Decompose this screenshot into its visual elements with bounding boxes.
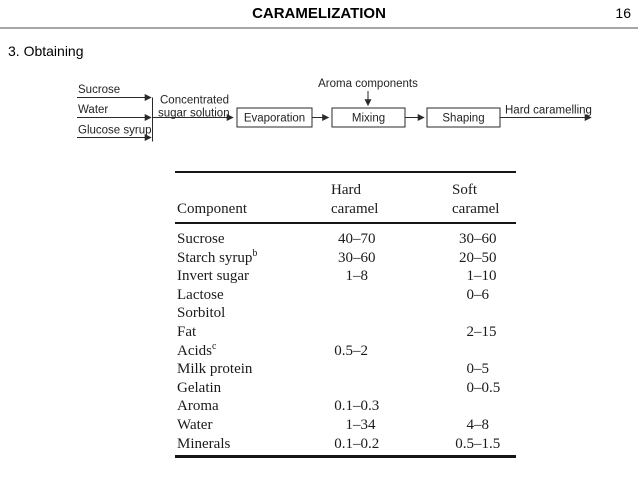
component-cell: Starch syrupb bbox=[177, 247, 258, 266]
input-flow-lines bbox=[77, 94, 234, 142]
soft-caramel-value: 4–8 bbox=[466, 416, 490, 433]
table-row: Sorbitol bbox=[175, 304, 516, 323]
component-cell: Lactose bbox=[177, 286, 224, 303]
soft-caramel-value: 0–5 bbox=[466, 361, 490, 378]
soft-caramel-value bbox=[452, 304, 516, 323]
column-header-hard-caramel: Hard caramel bbox=[331, 182, 379, 217]
hard-caramel-value bbox=[331, 379, 452, 398]
component-cell: Sorbitol bbox=[177, 305, 226, 322]
component-cell: Fat bbox=[177, 323, 197, 340]
intermediate-label-line1: Concentrated bbox=[160, 95, 229, 107]
component-cell: Acidsc bbox=[177, 340, 217, 359]
hard-caramel-value: 1–8 bbox=[345, 268, 369, 285]
table-row: Invert sugar 1–8 1–10 bbox=[175, 267, 516, 286]
evaporation-box bbox=[236, 107, 313, 128]
soft-caramel-value: 0.5–1.5 bbox=[455, 435, 501, 452]
hard-caramel-value bbox=[331, 360, 452, 379]
soft-caramel-value bbox=[452, 342, 516, 361]
component-cell: Gelatin bbox=[177, 379, 222, 396]
hard-caramel-value: 0.5–2 bbox=[334, 342, 368, 359]
header-divider bbox=[0, 27, 638, 29]
table-row: Fat 2–15 bbox=[175, 323, 516, 342]
soft-caramel-value: 20–50 bbox=[459, 249, 497, 266]
input-label-glucose-syrup: Glucose syrup bbox=[78, 125, 152, 137]
component-cell: Aroma bbox=[177, 398, 219, 415]
soft-caramel-value: 0–6 bbox=[466, 286, 490, 303]
table-row: Water 1–34 4–8 bbox=[175, 416, 516, 435]
table-row: Gelatin 0–0.5 bbox=[175, 379, 516, 398]
table-header-row: Component Hard caramel Soft caramel bbox=[175, 173, 516, 224]
column-header-soft-caramel: Soft caramel bbox=[452, 182, 500, 217]
output-label-hard-caramelling: Hard caramelling bbox=[505, 105, 592, 117]
composition-table: Component Hard caramel Soft caramel Sucr… bbox=[175, 171, 516, 459]
hard-caramel-value: 1–34 bbox=[345, 416, 376, 433]
table-row: Acidsc 0.5–2 bbox=[175, 340, 516, 361]
input-label-sucrose: Sucrose bbox=[78, 84, 120, 96]
component-cell: Water bbox=[177, 416, 213, 433]
component-cell: Milk protein bbox=[177, 361, 253, 378]
component-cell: Sucrose bbox=[177, 231, 225, 247]
shaping-box bbox=[426, 107, 501, 128]
slide-title: CARAMELIZATION bbox=[252, 5, 386, 22]
soft-caramel-value: 0–0.5 bbox=[466, 379, 501, 396]
table-row: Lactose 0–6 bbox=[175, 286, 516, 305]
footnote-marker: c bbox=[212, 340, 217, 352]
soft-caramel-value: 1–10 bbox=[466, 268, 497, 285]
mixing-box-label: Mixing bbox=[352, 113, 385, 125]
flow-diagram-svg: Sucrose Water Glucose syrup Concentrated… bbox=[77, 78, 592, 142]
component-cell: Invert sugar bbox=[177, 268, 250, 285]
mixing-box bbox=[331, 107, 406, 128]
page-number: 16 bbox=[615, 5, 631, 21]
table-row: Minerals 0.1–0.2 0.5–1.5 bbox=[175, 435, 516, 454]
hard-caramel-value: 0.1–0.2 bbox=[334, 435, 380, 452]
soft-caramel-value: 2–15 bbox=[466, 323, 497, 340]
hard-caramel-value: 30–60 bbox=[338, 249, 376, 266]
section-heading: 3. Obtaining bbox=[8, 43, 84, 59]
soft-caramel-value: 30–60 bbox=[459, 231, 497, 247]
column-header-component: Component bbox=[177, 201, 247, 217]
soft-caramel-value bbox=[452, 397, 516, 416]
table-body: Sucrose 40–70 30–60 Starch syrupb 30–60 20–50… bbox=[175, 224, 516, 459]
hard-caramel-value bbox=[331, 304, 452, 323]
hard-caramel-value: 40–70 bbox=[338, 231, 376, 247]
table-row: Starch syrupb 30–60 20–50 bbox=[175, 247, 516, 268]
hard-caramel-value bbox=[331, 286, 452, 305]
process-flow-diagram: Sucrose Water Glucose syrup Concentrated… bbox=[0, 70, 638, 160]
intermediate-label-line2: sugar solution bbox=[158, 108, 230, 120]
hard-caramel-value bbox=[331, 323, 452, 342]
table-row: Sucrose 40–70 30–60 bbox=[175, 230, 516, 249]
table-row: Aroma 0.1–0.3 bbox=[175, 397, 516, 416]
shaping-box-label: Shaping bbox=[442, 113, 484, 125]
component-cell: Minerals bbox=[177, 435, 231, 452]
aroma-components-label: Aroma components bbox=[318, 78, 418, 90]
table-row: Milk protein 0–5 bbox=[175, 360, 516, 379]
footnote-marker: b bbox=[252, 247, 258, 259]
evaporation-box-label: Evaporation bbox=[244, 113, 305, 125]
hard-caramel-value: 0.1–0.3 bbox=[334, 398, 380, 415]
input-label-water: Water bbox=[78, 104, 108, 116]
